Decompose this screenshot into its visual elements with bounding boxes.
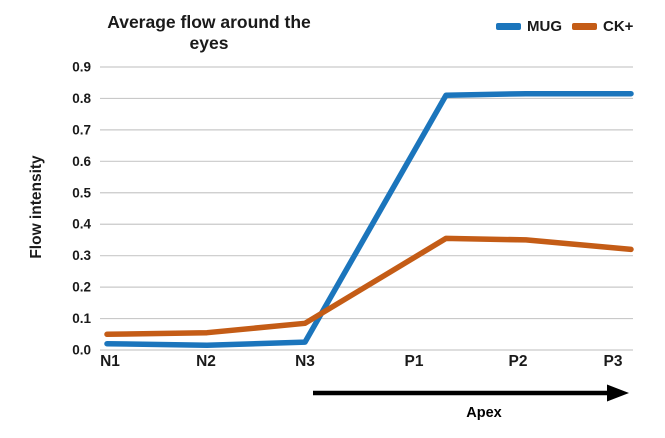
apex-label: Apex bbox=[466, 405, 501, 421]
legend-swatch-mug bbox=[496, 23, 521, 30]
y-tick-label: 0.8 bbox=[72, 91, 91, 106]
y-tick-label: 0.0 bbox=[72, 343, 91, 358]
legend-item-mug: MUG bbox=[496, 18, 562, 35]
legend-item-ck: CK+ bbox=[572, 18, 633, 35]
y-tick-label: 0.5 bbox=[72, 185, 91, 200]
x-axis-label: N1 bbox=[100, 353, 120, 370]
x-axis-label: N2 bbox=[196, 353, 216, 370]
series-line-ck bbox=[104, 235, 634, 338]
y-tick-label: 0.7 bbox=[72, 122, 91, 137]
y-tick-label: 0.4 bbox=[72, 217, 91, 232]
x-axis-label: P3 bbox=[604, 353, 623, 370]
y-tick-label: 0.3 bbox=[72, 248, 91, 263]
x-axis-label: N3 bbox=[295, 353, 315, 370]
y-tick-label: 0.1 bbox=[72, 311, 91, 326]
legend-label-mug: MUG bbox=[527, 18, 562, 35]
legend-swatch-ck bbox=[572, 23, 597, 30]
legend: MUG CK+ bbox=[496, 18, 633, 35]
y-tick-label: 0.9 bbox=[72, 60, 91, 75]
chart-title: Average flow around the eyes bbox=[107, 12, 311, 53]
series-line-mug bbox=[104, 90, 634, 349]
y-tick-label: 0.6 bbox=[72, 154, 91, 169]
apex-arrow-head bbox=[607, 384, 629, 402]
x-axis-label: P1 bbox=[405, 353, 424, 370]
y-tick-label: 0.2 bbox=[72, 280, 91, 295]
legend-label-ck: CK+ bbox=[603, 18, 634, 35]
x-axis-label: P2 bbox=[509, 353, 528, 370]
